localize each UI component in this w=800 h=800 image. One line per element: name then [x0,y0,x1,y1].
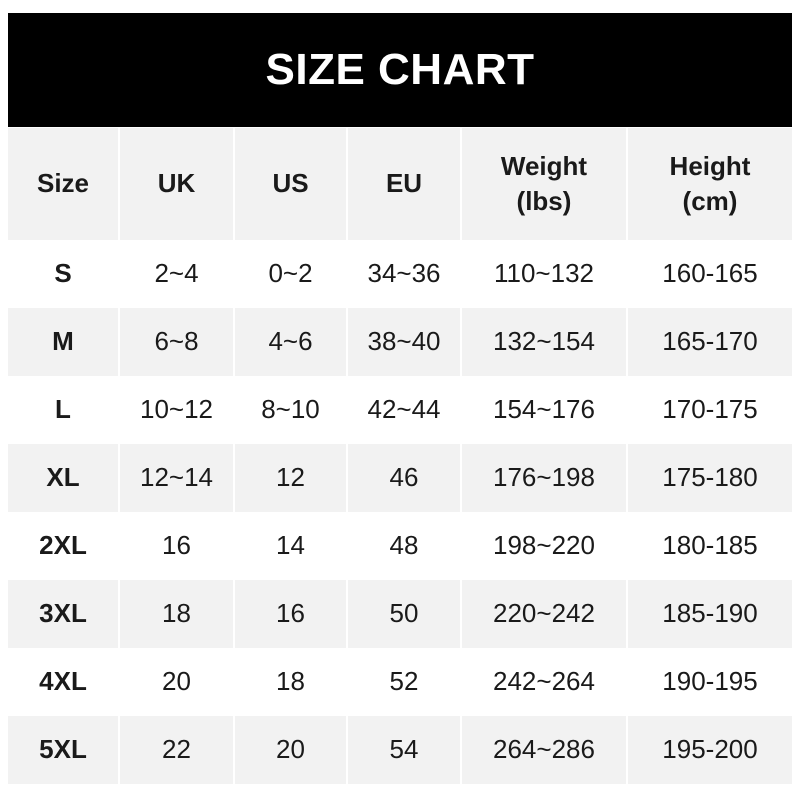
cell-eu: 42~44 [348,376,462,444]
table-row: 2XL 16 14 48 198~220 180-185 [8,512,792,580]
cell-eu: 48 [348,512,462,580]
cell-height: 160-165 [628,240,792,308]
size-chart-table: Size UK US EU Weight (lbs) Height (cm) S 2~4 0~2… [8,128,792,784]
cell-eu: 38~40 [348,308,462,376]
cell-us: 0~2 [235,240,348,308]
table-row: 5XL 22 20 54 264~286 195-200 [8,716,792,784]
column-header-eu: EU [348,128,462,240]
cell-eu: 34~36 [348,240,462,308]
cell-uk: 6~8 [120,308,235,376]
cell-size: L [8,376,120,444]
cell-eu: 52 [348,648,462,716]
size-chart-title: SIZE CHART [8,13,792,127]
cell-weight: 242~264 [462,648,628,716]
cell-size: 2XL [8,512,120,580]
table-row: S 2~4 0~2 34~36 110~132 160-165 [8,240,792,308]
table-row: 3XL 18 16 50 220~242 185-190 [8,580,792,648]
column-header-size: Size [8,128,120,240]
cell-us: 16 [235,580,348,648]
column-header-weight: Weight (lbs) [462,128,628,240]
cell-us: 12 [235,444,348,512]
cell-size: 4XL [8,648,120,716]
table-row: XL 12~14 12 46 176~198 175-180 [8,444,792,512]
cell-weight: 264~286 [462,716,628,784]
cell-height: 170-175 [628,376,792,444]
cell-height: 165-170 [628,308,792,376]
cell-size: M [8,308,120,376]
cell-size: 5XL [8,716,120,784]
cell-height: 175-180 [628,444,792,512]
column-header-height: Height (cm) [628,128,792,240]
cell-us: 8~10 [235,376,348,444]
cell-uk: 12~14 [120,444,235,512]
cell-uk: 2~4 [120,240,235,308]
cell-size: S [8,240,120,308]
cell-uk: 16 [120,512,235,580]
header-row: Size UK US EU Weight (lbs) Height (cm) [8,128,792,240]
cell-us: 20 [235,716,348,784]
cell-eu: 54 [348,716,462,784]
cell-size: 3XL [8,580,120,648]
cell-us: 4~6 [235,308,348,376]
column-header-uk: UK [120,128,235,240]
cell-height: 185-190 [628,580,792,648]
cell-eu: 50 [348,580,462,648]
column-header-us: US [235,128,348,240]
cell-uk: 22 [120,716,235,784]
cell-weight: 132~154 [462,308,628,376]
table-row: 4XL 20 18 52 242~264 190-195 [8,648,792,716]
cell-us: 18 [235,648,348,716]
cell-uk: 18 [120,580,235,648]
cell-weight: 198~220 [462,512,628,580]
cell-eu: 46 [348,444,462,512]
cell-height: 180-185 [628,512,792,580]
table-row: L 10~12 8~10 42~44 154~176 170-175 [8,376,792,444]
cell-uk: 10~12 [120,376,235,444]
cell-size: XL [8,444,120,512]
cell-height: 195-200 [628,716,792,784]
cell-us: 14 [235,512,348,580]
table-row: M 6~8 4~6 38~40 132~154 165-170 [8,308,792,376]
cell-height: 190-195 [628,648,792,716]
cell-weight: 154~176 [462,376,628,444]
cell-weight: 110~132 [462,240,628,308]
cell-weight: 220~242 [462,580,628,648]
cell-uk: 20 [120,648,235,716]
cell-weight: 176~198 [462,444,628,512]
